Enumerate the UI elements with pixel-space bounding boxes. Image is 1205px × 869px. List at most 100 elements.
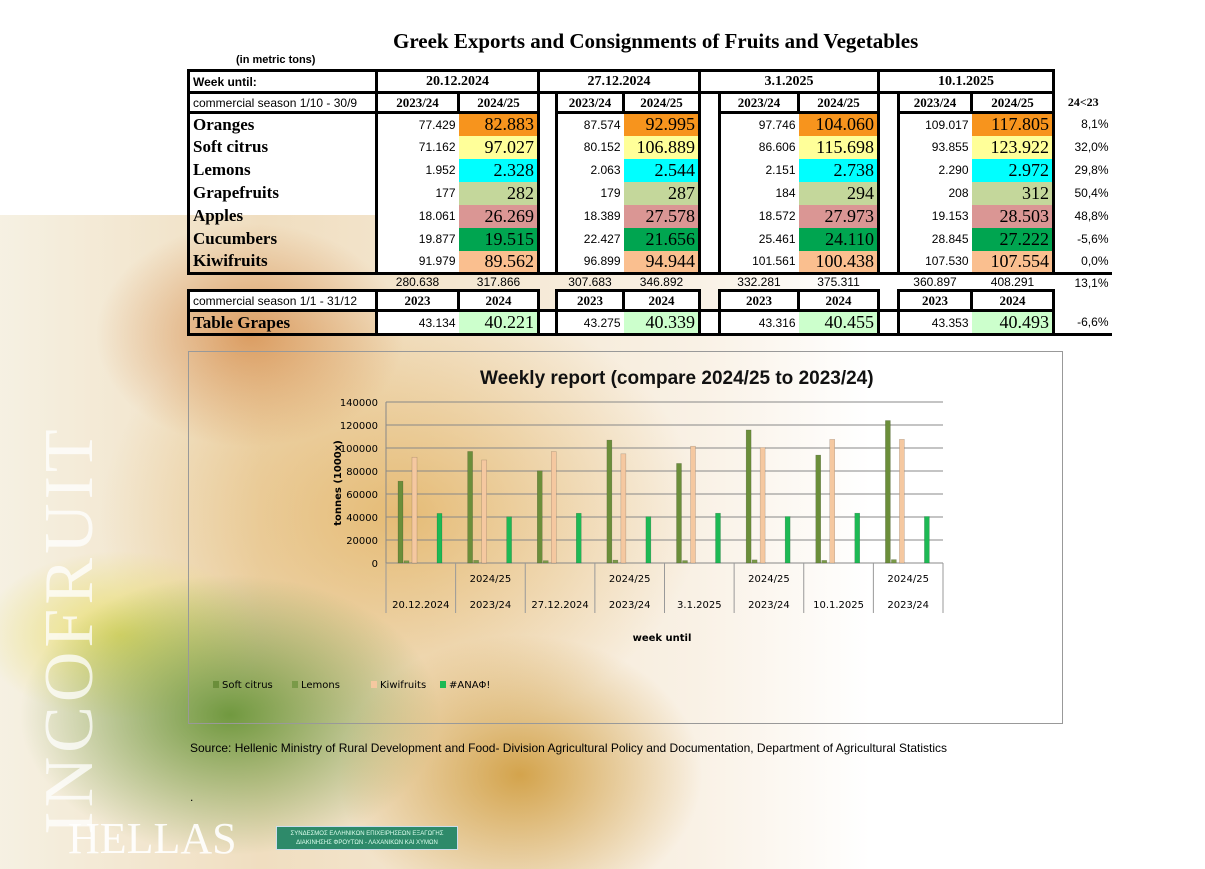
- value-prev: 43.134: [375, 309, 459, 336]
- gap-cell: [698, 158, 720, 182]
- gap-cell: [877, 135, 899, 159]
- value-current: 2.328: [458, 158, 540, 182]
- y-tick-label: 100000: [340, 444, 378, 455]
- legend-label: Lemons: [301, 680, 340, 691]
- value-current: 97.027: [458, 135, 540, 159]
- season-label: commercial season 1/10 - 30/9: [187, 91, 378, 114]
- season2-label: commercial season 1/1 - 31/12: [187, 289, 378, 312]
- gap-cell: [537, 250, 557, 275]
- pct-change: 48,8%: [1074, 209, 1109, 223]
- value-current: 27.222: [971, 227, 1055, 251]
- total-current: 317.866: [476, 275, 521, 289]
- season-col-header: 2023/24: [375, 91, 460, 114]
- gap-cell: [877, 112, 899, 136]
- season-col-header: 2023/24: [718, 91, 800, 114]
- gap-cell: [877, 204, 899, 228]
- season-col-header: 2024/25: [457, 91, 540, 114]
- total-prev: 307.683: [568, 275, 612, 289]
- gap-cell: [877, 250, 899, 275]
- value-prev: 19.153: [897, 204, 972, 228]
- totals-row: 280.638 317.866 307.683 346.892 332.281 375.3…: [189, 274, 1112, 291]
- gap-cell: [698, 227, 720, 251]
- value-prev: 184: [718, 181, 799, 205]
- row-label: Grapefruits: [187, 181, 378, 205]
- total-prev: 280.638: [395, 275, 440, 289]
- exports-table: Week until: 20.12.2024 27.12.2024 3.1.2025 1…: [187, 69, 1112, 336]
- bar-kiwifruits: [411, 456, 418, 564]
- page-title: Greek Exports and Consignments of Fruits…: [393, 29, 919, 53]
- chart-container: [188, 351, 1063, 724]
- legend-label: #ΑΝΑΦ!: [449, 680, 490, 691]
- value-prev: 2.151: [718, 158, 799, 182]
- value-prev: 22.427: [555, 227, 624, 251]
- bar-lemons: [821, 560, 827, 564]
- season-col-header: 2024/25: [622, 91, 701, 114]
- bar-lemons: [543, 560, 549, 564]
- gap-cell: [698, 112, 720, 136]
- row-label: Apples: [187, 204, 378, 228]
- x-subcategory-label: 2024/25: [748, 574, 790, 585]
- x-category-label: 3.1.2025: [677, 600, 722, 611]
- week-header: 20.12.2024: [375, 69, 540, 94]
- value-current: 107.554: [971, 250, 1055, 275]
- value-prev: 80.152: [555, 135, 624, 159]
- season-col-header: 2024/25: [797, 91, 880, 114]
- value-prev: 19.877: [375, 227, 459, 251]
- y-tick-label: 40000: [346, 513, 378, 524]
- value-current: 40.493: [971, 309, 1055, 336]
- bar-: [436, 513, 443, 564]
- x-category-label: 20.12.2024: [392, 600, 449, 611]
- value-current: 2.544: [623, 158, 701, 182]
- value-current: 89.562: [458, 250, 540, 275]
- value-current: 2.738: [798, 158, 880, 182]
- pct-change: 50,4%: [1074, 186, 1109, 200]
- value-current: 92.995: [623, 112, 701, 136]
- x-category-label: 2023/24: [887, 600, 929, 611]
- value-current: 123.922: [971, 135, 1055, 159]
- legend-swatch: [371, 681, 377, 688]
- gap-cell: [877, 309, 899, 336]
- total-current: 375.311: [817, 275, 860, 289]
- value-prev: 18.061: [375, 204, 459, 228]
- bar-softcitrus: [537, 470, 543, 564]
- value-prev: 177: [375, 181, 459, 205]
- table-row: Kiwifruits 91.979 89.562 96.899 94.944 101.56…: [187, 250, 1112, 275]
- bar-lemons: [891, 559, 897, 564]
- value-current: 117.805: [971, 112, 1055, 136]
- season2-header-row: commercial season 1/1 - 31/12 2023 2024 202…: [187, 289, 1112, 312]
- y-tick-label: 60000: [346, 490, 378, 501]
- row-label: Cucumbers: [187, 227, 378, 251]
- bar-kiwifruits: [690, 445, 696, 564]
- bar-lemons: [682, 560, 688, 564]
- value-current: 100.438: [798, 250, 880, 275]
- bar-: [784, 516, 791, 564]
- value-prev: 208: [897, 181, 972, 205]
- value-current: 24.110: [798, 227, 880, 251]
- gap-cell: [537, 112, 557, 136]
- season-header-row: commercial season 1/10 - 30/9 2023/24 2024…: [187, 91, 1112, 114]
- y-axis-title: tonnes (1000x): [333, 440, 344, 526]
- y-tick-label: 120000: [340, 421, 378, 432]
- season2-col-header: 2024: [797, 289, 880, 312]
- legend-swatch: [213, 681, 219, 688]
- value-current: 115.698: [798, 135, 880, 159]
- season2-col-header: 2023: [718, 289, 800, 312]
- table-row: Soft citrus 71.162 97.027 80.152 106.889 86.6…: [187, 135, 1112, 159]
- gap-cell: [698, 181, 720, 205]
- value-prev: 101.561: [718, 250, 799, 275]
- bar-softcitrus: [745, 429, 752, 564]
- bar-softcitrus: [467, 451, 473, 564]
- association-logo: ΣΥΝΔΕΣΜΟΣ ΕΛΛΗΝΙΚΩΝ ΕΠΙΧΕΙΡΗΣΕΩΝ ΕΞΑΓΩΓΗ…: [276, 826, 458, 850]
- value-prev: 28.845: [897, 227, 972, 251]
- x-category-label: 2023/24: [609, 600, 651, 611]
- value-prev: 18.572: [718, 204, 799, 228]
- value-current: 28.503: [971, 204, 1055, 228]
- bar-kiwifruits: [759, 447, 766, 564]
- pct-header: 24<23: [1067, 95, 1099, 109]
- week-until-label: Week until:: [187, 69, 378, 94]
- units-label: (in metric tons): [236, 54, 316, 66]
- gap-cell: [698, 204, 720, 228]
- value-prev: 43.316: [718, 309, 799, 336]
- y-tick-label: 20000: [346, 536, 378, 547]
- week-header: 3.1.2025: [698, 69, 880, 94]
